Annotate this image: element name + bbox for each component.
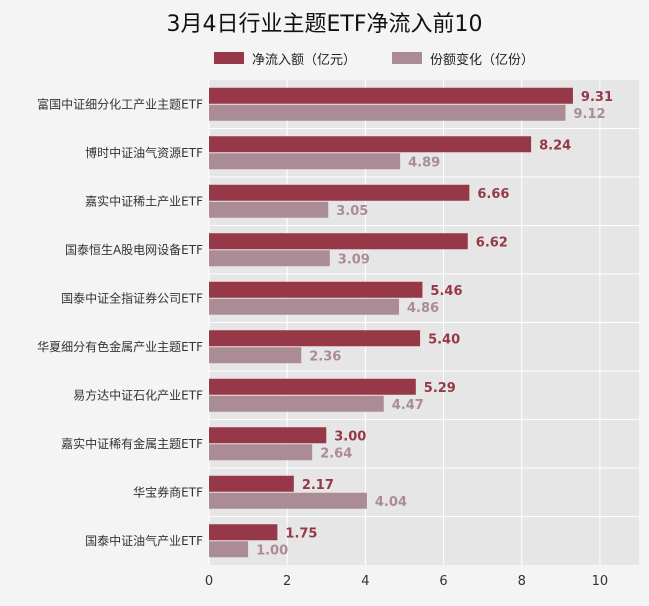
bar-inflow <box>209 233 468 250</box>
x-tick-label: 10 <box>592 574 609 589</box>
x-tick-label: 8 <box>518 574 526 589</box>
legend-item-inflow: 净流入额（亿元） <box>214 49 356 68</box>
category-label: 华宝券商ETF <box>133 484 203 499</box>
bar-inflow <box>209 87 573 104</box>
bar-inflow <box>209 378 416 395</box>
category-label: 富国中证细分化工产业主题ETF <box>37 96 203 111</box>
category-label: 博时中证油气资源ETF <box>85 145 203 160</box>
category-label: 国泰恒生A股电网设备ETF <box>65 243 203 257</box>
data-label-inflow: 3.00 <box>334 429 366 444</box>
x-tick-label: 6 <box>439 574 447 589</box>
bar-inflow <box>209 281 423 298</box>
category-label: 嘉实中证稀土产业ETF <box>85 193 203 208</box>
data-label-inflow: 6.62 <box>476 235 508 250</box>
data-label-inflow: 2.17 <box>302 478 334 493</box>
data-label-shares: 4.04 <box>375 495 407 510</box>
x-tick-label: 0 <box>205 574 213 589</box>
bar-inflow <box>209 184 470 201</box>
category-label: 国泰中证全指证券公司ETF <box>61 290 203 305</box>
bar-shares <box>209 444 313 461</box>
category-label: 易方达中证石化产业ETF <box>73 387 203 402</box>
bar-shares <box>209 104 566 121</box>
data-label-inflow: 5.40 <box>428 332 460 347</box>
data-label-shares: 4.47 <box>392 398 424 413</box>
legend: 净流入额（亿元） 份额变化（亿份） <box>214 48 570 68</box>
data-label-shares: 1.00 <box>256 543 288 558</box>
bar-shares <box>209 541 249 558</box>
legend-label-shares: 份额变化（亿份） <box>430 52 535 68</box>
bar-inflow <box>209 427 327 444</box>
category-label: 华夏细分有色金属产业主题ETF <box>37 339 203 354</box>
legend-label-inflow: 净流入额（亿元） <box>252 52 357 68</box>
legend-swatch-shares <box>392 52 423 64</box>
category-label: 嘉实中证稀有金属主题ETF <box>61 436 203 451</box>
data-label-inflow: 1.75 <box>285 526 317 541</box>
bar-inflow <box>209 136 532 153</box>
bar-inflow <box>209 475 294 492</box>
bar-shares <box>209 153 401 170</box>
x-tick-label: 4 <box>361 574 369 589</box>
data-label-inflow: 8.24 <box>539 138 571 153</box>
bar-inflow <box>209 330 421 347</box>
bar-shares <box>209 201 329 218</box>
bar-shares <box>209 492 367 509</box>
legend-swatch-inflow <box>214 52 244 64</box>
data-label-inflow: 5.46 <box>430 284 462 299</box>
data-label-shares: 2.64 <box>320 446 352 461</box>
data-label-shares: 2.36 <box>309 349 341 364</box>
bar-shares <box>209 395 384 412</box>
bar-shares <box>209 347 302 364</box>
bar-shares <box>209 298 399 315</box>
data-label-inflow: 6.66 <box>477 187 509 202</box>
bar-shares <box>209 250 330 267</box>
category-label: 国泰中证油气产业ETF <box>85 533 203 548</box>
data-label-shares: 4.86 <box>407 301 439 316</box>
data-label-shares: 3.05 <box>336 204 368 219</box>
data-label-shares: 4.89 <box>408 155 440 170</box>
data-label-inflow: 9.31 <box>581 90 613 105</box>
data-label-shares: 9.12 <box>574 107 606 122</box>
bar-inflow <box>209 524 278 541</box>
data-label-inflow: 5.29 <box>424 381 456 396</box>
data-label-shares: 3.09 <box>338 252 370 267</box>
x-tick-label: 2 <box>283 574 291 589</box>
chart-title: 3月4日行业主题ETF净流入前10 <box>166 12 483 37</box>
legend-item-shares: 份额变化（亿份） <box>392 49 534 68</box>
